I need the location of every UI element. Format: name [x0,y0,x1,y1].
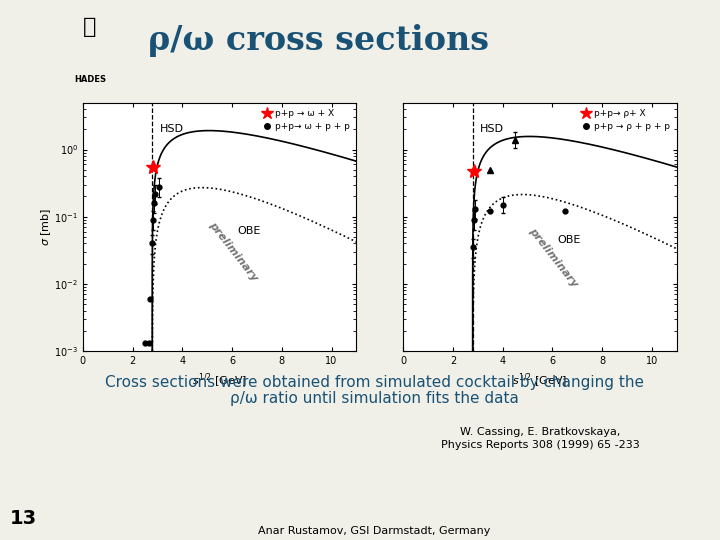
Text: OBE: OBE [557,235,581,245]
X-axis label: $s^{1/2}$ [GeV]: $s^{1/2}$ [GeV] [513,372,567,390]
Text: ρ/ω cross sections: ρ/ω cross sections [148,24,490,57]
Text: preliminary: preliminary [528,226,580,289]
Text: 🦅: 🦅 [84,17,96,37]
Text: HSD: HSD [480,124,504,134]
Text: Cross sections were obtained from simulated cocktail by changing the: Cross sections were obtained from simula… [105,375,644,390]
Text: 13: 13 [10,509,37,528]
Text: HADES: HADES [74,75,106,84]
Text: OBE: OBE [237,226,261,236]
Text: W. Cassing, E. Bratkovskaya,: W. Cassing, E. Bratkovskaya, [460,427,620,437]
X-axis label: $s^{1/2}$ [GeV]: $s^{1/2}$ [GeV] [192,372,247,390]
Text: HSD: HSD [160,124,184,134]
Text: ρ/ω ratio until simulation fits the data: ρ/ω ratio until simulation fits the data [230,392,519,407]
Text: Anar Rustamov, GSI Darmstadt, Germany: Anar Rustamov, GSI Darmstadt, Germany [258,526,490,537]
Y-axis label: $\sigma$ [mb]: $\sigma$ [mb] [39,208,53,246]
Legend: p+p → ω + X, p+p→ ω + p + p: p+p → ω + X, p+p→ ω + p + p [261,107,352,133]
Legend: p+p→ ρ+ X, p+p → ρ + p + p: p+p→ ρ+ X, p+p → ρ + p + p [580,107,672,133]
Text: Physics Reports 308 (1999) 65 -233: Physics Reports 308 (1999) 65 -233 [441,440,639,450]
Text: preliminary: preliminary [207,220,260,283]
